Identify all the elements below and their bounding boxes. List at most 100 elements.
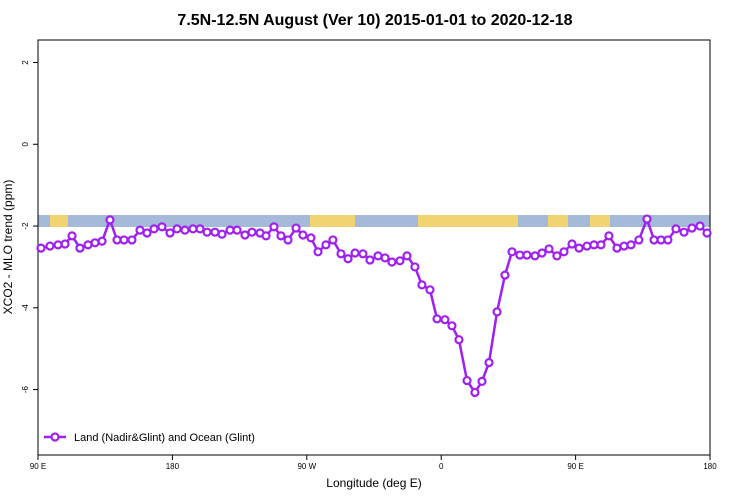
point (127, 235, 137, 245)
x-tick-label: 180 (703, 462, 717, 471)
x-tick-label: 90 E (567, 462, 583, 471)
y-tick-label: -2 (21, 222, 30, 230)
point (276, 231, 286, 241)
y-axis-label: XCO2 - MLO trend (ppm) (1, 180, 15, 315)
point (261, 231, 271, 241)
point (269, 222, 279, 232)
point (380, 253, 390, 263)
point (702, 228, 712, 238)
point (75, 243, 85, 253)
x-tick-label: 0 (439, 462, 444, 471)
point (45, 241, 55, 251)
point (567, 239, 577, 249)
point (634, 235, 644, 245)
land-patch (310, 215, 355, 227)
point (358, 249, 368, 259)
point (417, 280, 427, 290)
point (619, 241, 629, 251)
point (291, 223, 301, 233)
point (119, 235, 129, 245)
point (105, 215, 115, 225)
y-tick-label: 2 (21, 60, 30, 65)
point (172, 224, 182, 234)
point (626, 240, 636, 250)
point (321, 240, 331, 250)
point (695, 221, 705, 231)
y-tick-label: 0 (21, 141, 30, 146)
point (343, 254, 353, 264)
point (596, 240, 606, 250)
point (574, 243, 584, 253)
land-patch (590, 215, 610, 227)
point (149, 224, 159, 234)
point (313, 247, 323, 257)
point (328, 235, 338, 245)
point (350, 248, 360, 258)
point (687, 223, 697, 233)
point (462, 375, 472, 386)
point (507, 247, 517, 257)
point (440, 315, 450, 325)
x-tick-label: 90 W (297, 462, 316, 471)
point (306, 233, 316, 243)
point (410, 262, 420, 272)
point (142, 228, 152, 238)
point (477, 376, 487, 387)
point (232, 225, 242, 235)
point (36, 243, 46, 253)
point (559, 247, 569, 257)
point (447, 321, 457, 331)
point (60, 239, 70, 249)
point (604, 231, 614, 241)
point (425, 285, 435, 295)
ocean-strip (38, 215, 710, 227)
point (202, 227, 212, 237)
point (387, 257, 397, 267)
point (365, 255, 375, 265)
point (552, 251, 562, 261)
point (298, 230, 308, 240)
point (679, 227, 689, 237)
point (537, 248, 547, 258)
point (642, 214, 652, 224)
point (336, 249, 346, 259)
x-axis-label: Longitude (deg E) (326, 476, 421, 490)
point (671, 224, 681, 234)
point (484, 357, 494, 368)
point (500, 270, 510, 280)
point (165, 228, 175, 238)
legend-marker (50, 432, 60, 442)
point (395, 256, 405, 266)
point (283, 235, 293, 245)
land-patch (418, 215, 518, 227)
point (454, 335, 464, 345)
map-strip (38, 215, 710, 227)
point (53, 240, 63, 250)
point (67, 231, 77, 241)
point (492, 307, 502, 317)
point (582, 241, 592, 251)
point (90, 238, 100, 248)
chart-title: 7.5N-12.5N August (Ver 10) 2015-01-01 to… (177, 12, 572, 29)
point (247, 227, 257, 237)
point (217, 229, 227, 239)
x-tick-label: 180 (166, 462, 180, 471)
land-patch (548, 215, 568, 227)
point (157, 222, 167, 232)
point (195, 224, 205, 234)
y-tick-label: -6 (21, 385, 30, 393)
legend-label: Land (Nadir&Glint) and Ocean (Glint) (74, 432, 255, 444)
point (97, 236, 107, 246)
point (432, 314, 442, 324)
point (470, 387, 480, 398)
y-tick-label: -4 (21, 304, 30, 312)
point (544, 244, 554, 254)
point (663, 235, 673, 245)
x-tick-label: 90 E (30, 462, 46, 471)
point (180, 225, 190, 235)
point (522, 250, 532, 260)
point (402, 251, 412, 261)
land-patch (50, 215, 68, 227)
